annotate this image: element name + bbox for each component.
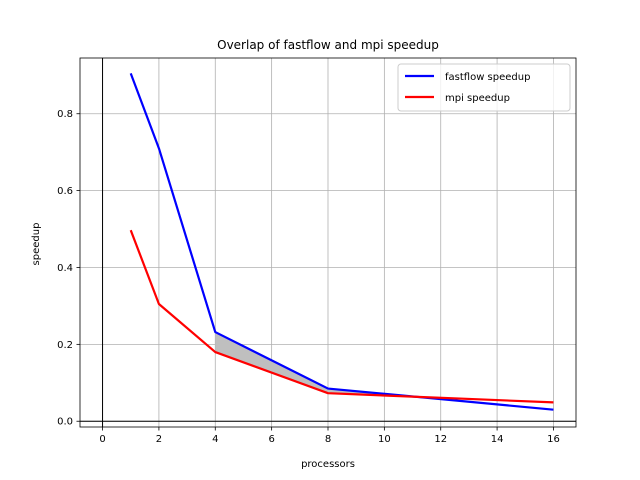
overlap-fill <box>215 332 441 400</box>
x-tick-label: 12 <box>434 434 447 445</box>
x-tick-label: 14 <box>491 434 504 445</box>
legend-label-fastflow: fastflow speedup <box>445 72 530 83</box>
y-tick-label: 0.6 <box>57 186 73 197</box>
x-tick-label: 10 <box>378 434 391 445</box>
y-tick-label: 0.0 <box>57 417 73 428</box>
chart-title: Overlap of fastflow and mpi speedup <box>217 38 439 52</box>
y-tick-label: 0.8 <box>57 109 73 120</box>
x-tick-label: 2 <box>156 434 162 445</box>
plot-area: 0 2 4 6 8 10 12 14 16 0.0 0.2 0.4 0.6 0.8 fastflow spe… <box>57 57 577 445</box>
legend-label-mpi: mpi speedup <box>445 93 510 104</box>
x-tick-label: 8 <box>325 434 331 445</box>
x-tick-label: 4 <box>212 434 218 445</box>
x-tick-label: 0 <box>99 434 105 445</box>
x-tick-label: 16 <box>547 434 560 445</box>
legend: fastflow speedup mpi speedup <box>397 63 571 112</box>
y-tick-label: 0.4 <box>57 263 73 274</box>
y-axis-title: speedup <box>31 223 42 266</box>
y-tick-label: 0.2 <box>57 340 73 351</box>
legend-box <box>397 63 571 112</box>
x-tick-label: 6 <box>268 434 274 445</box>
series-line-mpi <box>129 229 554 404</box>
x-axis-title: processors <box>301 459 355 470</box>
